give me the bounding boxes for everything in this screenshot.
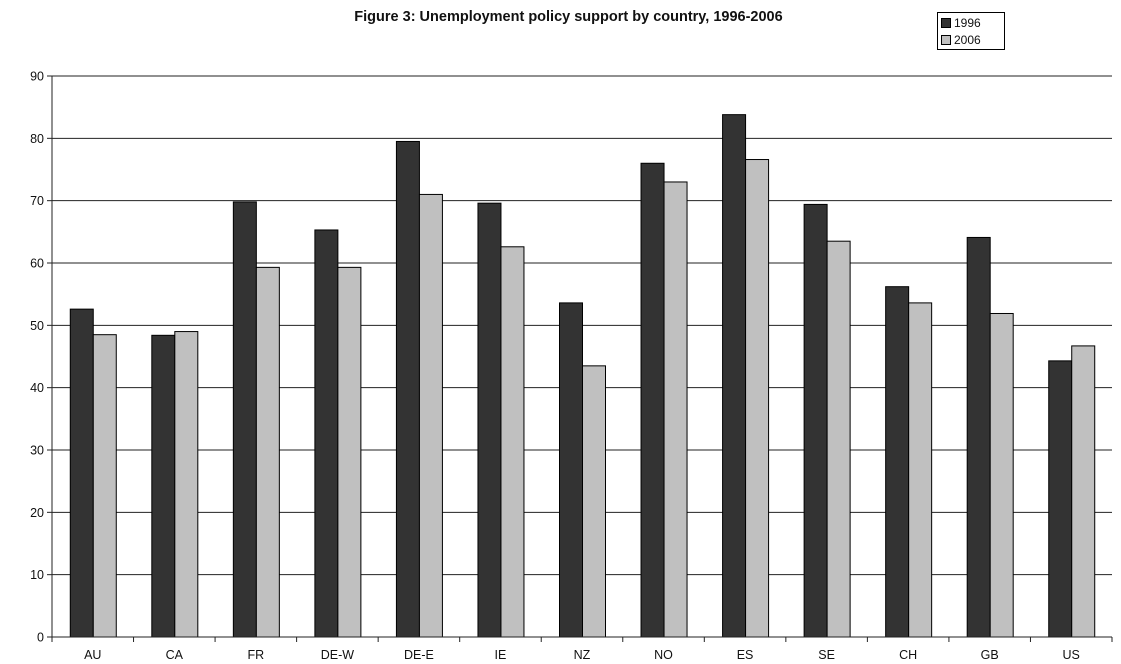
bar-1996-ES [722, 114, 747, 638]
x-tick-label: GB [981, 648, 999, 662]
legend-swatch-2006 [941, 34, 951, 45]
chart-title-text: Figure 3: Unemployment policy support by… [354, 9, 783, 25]
legend-label-1996: 1996 [954, 15, 981, 30]
bar-1996-CH [885, 286, 910, 638]
bar-1996-CA [151, 334, 176, 638]
x-tick-label: IE [495, 648, 507, 662]
y-tick-label: 10 [30, 568, 44, 582]
chart-legend: 1996 2006 [937, 12, 1005, 50]
x-tick-label: US [1063, 648, 1080, 662]
bar-2006-CA [174, 331, 199, 638]
y-tick-label: 40 [30, 381, 44, 395]
bar-1996-SE [803, 203, 828, 638]
bar-2006-NO [663, 181, 688, 638]
bar-1996-FR [232, 201, 257, 638]
bar-2006-ES [745, 159, 770, 638]
bar-2006-AU [92, 334, 117, 638]
bar-1996-IE [477, 202, 502, 638]
x-tick-label: FR [248, 648, 265, 662]
bar-1996-AU [69, 308, 94, 638]
x-tick-label: CH [899, 648, 917, 662]
legend-label-2006: 2006 [954, 32, 981, 47]
x-tick-label: NO [654, 648, 673, 662]
bar-1996-NZ [559, 302, 583, 638]
x-tick-label: DE-E [404, 648, 434, 662]
x-tick-label: SE [818, 648, 835, 662]
bar-2006-DE-E [418, 193, 443, 638]
y-tick-label: 30 [30, 444, 44, 458]
x-tick-label: CA [166, 648, 184, 662]
legend-swatch-1996 [941, 17, 951, 28]
x-tick-label: DE-W [321, 648, 355, 662]
y-tick-label: 0 [37, 631, 44, 645]
y-tick-label: 90 [30, 70, 44, 84]
bar-1996-NO [640, 162, 665, 638]
bar-2006-CH [908, 302, 933, 638]
legend-item-1996: 1996 [941, 14, 1001, 31]
legend-item-2006: 2006 [941, 31, 1001, 48]
y-tick-label: 60 [30, 257, 44, 271]
bar-2006-IE [500, 246, 525, 638]
x-tick-label: ES [737, 648, 754, 662]
bar-2006-US [1071, 345, 1096, 638]
bar-2006-GB [989, 312, 1014, 638]
y-tick-label: 70 [30, 194, 44, 208]
x-tick-label: AU [84, 648, 101, 662]
bar-1996-DE-E [395, 140, 420, 638]
y-tick-label: 80 [30, 132, 44, 146]
y-tick-label: 50 [30, 319, 44, 333]
bar-2006-NZ [582, 365, 606, 638]
bar-1996-US [1048, 360, 1073, 638]
x-tick-label: NZ [574, 648, 591, 662]
bar-2006-DE-W [337, 266, 362, 638]
bar-2006-FR [255, 266, 280, 638]
chart-title: Figure 3: Unemployment policy support by… [0, 9, 1121, 25]
bar-1996-DE-W [314, 229, 339, 638]
bar-1996-GB [966, 236, 991, 638]
y-tick-label: 20 [30, 506, 44, 520]
bar-2006-SE [826, 240, 851, 638]
